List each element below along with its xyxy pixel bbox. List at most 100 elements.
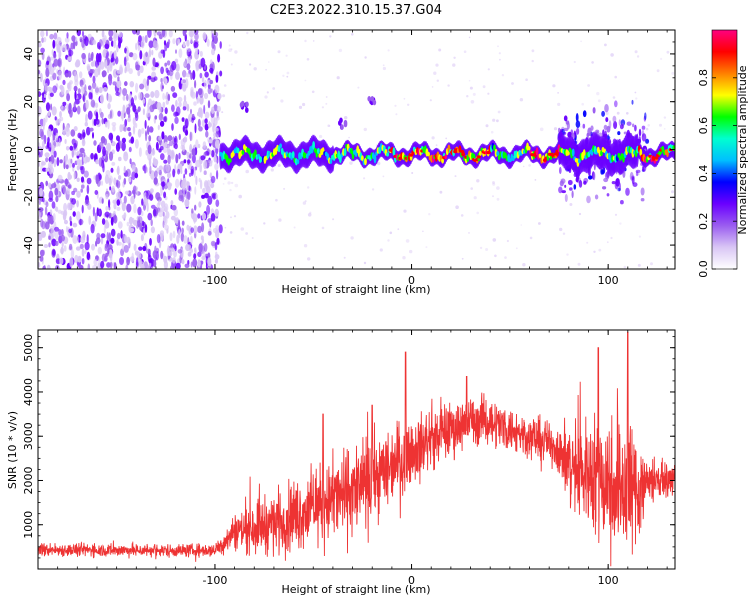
spread-blob [604, 104, 609, 113]
faint-dot [468, 36, 471, 39]
noise-blob [175, 49, 177, 54]
noise-blob [163, 116, 167, 122]
noise-blob [74, 254, 79, 264]
noise-blob [99, 94, 104, 104]
noise-blob [57, 174, 63, 182]
faint-dot [469, 86, 473, 90]
noise-blob [63, 209, 68, 217]
noise-blob [81, 84, 84, 94]
noise-blob [86, 234, 89, 244]
noise-blob [135, 42, 138, 51]
noise-blob [187, 57, 192, 65]
faint-dot [565, 124, 568, 127]
noise-blob [209, 79, 213, 85]
noise-blob [74, 98, 80, 105]
noise-blob [104, 174, 109, 185]
noise-blob [204, 118, 208, 124]
noise-blob [128, 68, 133, 75]
noise-blob [54, 116, 57, 121]
noise-blob [47, 182, 52, 188]
faint-dot [403, 97, 406, 100]
noise-blob [48, 147, 52, 152]
noise-blob [203, 170, 207, 175]
noise-blob [116, 44, 119, 53]
noise-blob [186, 63, 191, 71]
noise-blob [174, 188, 177, 195]
noise-blob [175, 153, 179, 164]
noise-blob [109, 110, 113, 119]
noise-blob [76, 165, 80, 171]
noise-blob [96, 65, 100, 73]
noise-blob [116, 199, 121, 206]
spread-blob [638, 128, 642, 137]
spread-blob [604, 171, 610, 180]
noise-blob [178, 133, 181, 140]
noise-blob [134, 250, 139, 256]
noise-blob [160, 185, 163, 196]
spectrogram-xlabel: Height of straight line (km) [281, 283, 430, 296]
noise-blob [38, 233, 41, 242]
spread-blob [569, 187, 573, 191]
faint-dot [606, 241, 609, 244]
faint-dot [230, 181, 234, 185]
noise-blob [76, 105, 81, 115]
noise-blob [214, 208, 219, 217]
noise-blob [67, 203, 73, 210]
spread-blob [625, 187, 630, 196]
spectrogram-ylabel: Frequency (Hz) [6, 109, 19, 192]
noise-blob [117, 110, 122, 117]
noise-blob [95, 175, 99, 185]
band-core [241, 150, 245, 155]
noise-blob [203, 243, 208, 252]
noise-blob [116, 180, 121, 189]
noise-blob [85, 99, 89, 110]
noise-blob [150, 170, 155, 180]
noise-blob [141, 127, 145, 134]
noise-blob [158, 112, 164, 121]
faint-dot [377, 161, 381, 166]
noise-blob [102, 49, 107, 58]
noise-blob [162, 101, 166, 109]
faint-dot [634, 91, 637, 94]
noise-blob [210, 240, 216, 247]
noise-blob [81, 39, 85, 48]
noise-blob [190, 108, 192, 115]
noise-blob [55, 195, 59, 203]
faint-dot [363, 261, 367, 265]
faint-dot [637, 263, 641, 267]
noise-blob [84, 36, 89, 47]
noise-blob [141, 220, 145, 227]
spot-blob [370, 96, 375, 102]
noise-blob [138, 246, 143, 251]
noise-blob [137, 106, 141, 112]
noise-blob [58, 118, 62, 124]
noise-blob [45, 30, 48, 37]
faint-dot [397, 228, 400, 231]
noise-blob [215, 116, 220, 121]
noise-blob [108, 132, 114, 141]
noise-blob [60, 85, 65, 96]
faint-dot [348, 136, 350, 139]
noise-blob [120, 110, 125, 116]
noise-blob [142, 245, 147, 252]
noise-blob [204, 123, 209, 131]
spread-blob [587, 127, 592, 136]
faint-dot [453, 56, 456, 59]
faint-dot [228, 44, 231, 47]
noise-blob [152, 208, 157, 217]
noise-blob [151, 66, 156, 71]
noise-blob [80, 236, 86, 244]
faint-dot [468, 232, 470, 234]
noise-blob [190, 72, 193, 80]
spread-blob [640, 187, 645, 196]
noise-blob [137, 70, 141, 77]
spread-blob [601, 110, 605, 117]
faint-dot [460, 214, 464, 217]
noise-blob [212, 227, 218, 234]
faint-dot [671, 190, 674, 194]
noise-blob [170, 85, 176, 92]
noise-blob [150, 188, 154, 194]
noise-blob [116, 69, 122, 74]
noise-blob [69, 216, 72, 222]
noise-blob [70, 129, 76, 137]
